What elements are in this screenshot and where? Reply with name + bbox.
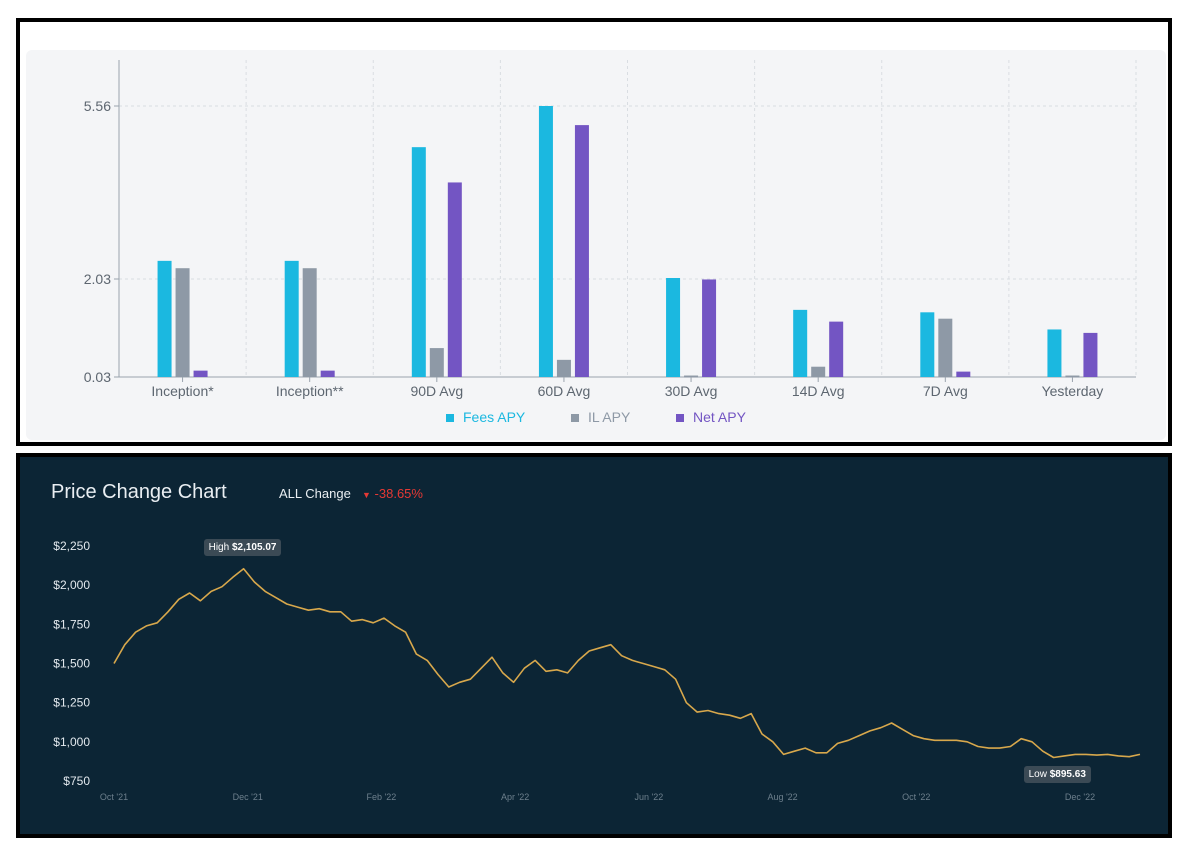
bar-net-apy xyxy=(320,370,335,377)
x-tick-label: 7D Avg xyxy=(923,383,968,399)
bar-net-apy xyxy=(702,279,717,377)
x-tick-label: 60D Avg xyxy=(538,383,591,399)
low-value: $895.63 xyxy=(1049,768,1086,780)
legend-label: Fees APY xyxy=(463,409,526,425)
bar-il-apy xyxy=(429,348,444,377)
y-tick-label: $2,000 xyxy=(53,578,90,592)
price-line-chart: $2,250 $2,000 $1,750 $1,500 $1,250 $1,000 $750… xyxy=(53,539,1141,802)
bar-net-apy xyxy=(1083,332,1098,377)
low-tooltip: Low $895.63 xyxy=(1023,765,1091,783)
x-tick-label: 14D Avg xyxy=(792,383,845,399)
down-arrow-icon: ▼ xyxy=(362,490,371,500)
bar-fees-apy xyxy=(1047,329,1062,377)
legend-label: Net APY xyxy=(693,409,747,425)
y-tick-label: $1,500 xyxy=(53,657,90,671)
apy-chart-panel: 5.56 2.03 0.03 Inception* Inception** 90D Avg… xyxy=(16,18,1172,446)
bar-fees-apy xyxy=(411,147,426,377)
x-tick-label: Apr '22 xyxy=(501,792,529,802)
bar-fees-apy xyxy=(284,260,299,377)
bar-il-apy xyxy=(684,375,699,378)
bar-il-apy xyxy=(302,268,317,377)
y-tick-label: $2,250 xyxy=(53,539,90,553)
x-tick-label: 30D Avg xyxy=(665,383,718,399)
x-tick-label: Dec '22 xyxy=(1065,792,1095,802)
y-tick-label: 0.03 xyxy=(84,369,111,385)
bar-net-apy xyxy=(956,371,971,377)
bar-il-apy xyxy=(1065,375,1080,378)
x-tick-label: Jun '22 xyxy=(634,792,663,802)
x-tick-label: Oct '21 xyxy=(100,792,128,802)
change-label: ALL Change xyxy=(279,486,351,501)
low-label: Low xyxy=(1028,768,1047,780)
bar-net-apy xyxy=(447,182,462,377)
chart-title: Price Change Chart xyxy=(51,481,227,503)
bar-fees-apy xyxy=(157,260,172,377)
x-tick-label: Yesterday xyxy=(1042,383,1104,399)
high-tooltip: High $2,105.07 xyxy=(203,538,282,556)
legend-swatch-il-apy xyxy=(571,414,579,422)
x-tick-label: Dec '21 xyxy=(233,792,263,802)
change-indicator: ▼ -38.65% xyxy=(362,486,423,501)
x-tick-label: 90D Avg xyxy=(410,383,463,399)
x-tick-label: Inception* xyxy=(151,383,214,399)
x-tick-label: Aug '22 xyxy=(767,792,797,802)
price-line xyxy=(113,567,1141,759)
y-tick-label: 5.56 xyxy=(84,98,111,114)
bar-il-apy xyxy=(938,318,953,377)
change-value: -38.65% xyxy=(374,486,423,501)
apy-bar-chart: 5.56 2.03 0.03 Inception* Inception** 90D Avg… xyxy=(84,60,1137,425)
apy-chart-area: 5.56 2.03 0.03 Inception* Inception** 90D Avg… xyxy=(26,50,1166,440)
high-label: High xyxy=(208,541,230,553)
price-chart-panel: $2,250 $2,000 $1,750 $1,500 $1,250 $1,000 $750… xyxy=(16,453,1172,838)
bar-il-apy xyxy=(811,366,826,377)
y-tick-label: $1,000 xyxy=(53,735,90,749)
bar-net-apy xyxy=(193,370,208,377)
high-value: $2,105.07 xyxy=(231,541,277,553)
bar-il-apy xyxy=(175,268,190,377)
y-tick-label: $750 xyxy=(63,774,90,788)
bar-fees-apy xyxy=(666,278,681,377)
legend-label: IL APY xyxy=(588,409,631,425)
bar-fees-apy xyxy=(920,312,935,377)
y-tick-label: $1,750 xyxy=(53,617,90,631)
legend-swatch-fees-apy xyxy=(446,414,454,422)
x-tick-label: Feb '22 xyxy=(367,792,397,802)
legend-swatch-net-apy xyxy=(676,414,684,422)
y-tick-label: 2.03 xyxy=(84,271,111,287)
bar-net-apy xyxy=(829,321,844,377)
bar-net-apy xyxy=(574,125,589,377)
x-tick-label: Inception** xyxy=(276,383,344,399)
x-tick-label: Oct '22 xyxy=(902,792,930,802)
bar-fees-apy xyxy=(538,106,553,377)
y-tick-label: $1,250 xyxy=(53,696,90,710)
bar-il-apy xyxy=(556,359,571,377)
bar-fees-apy xyxy=(793,309,808,377)
